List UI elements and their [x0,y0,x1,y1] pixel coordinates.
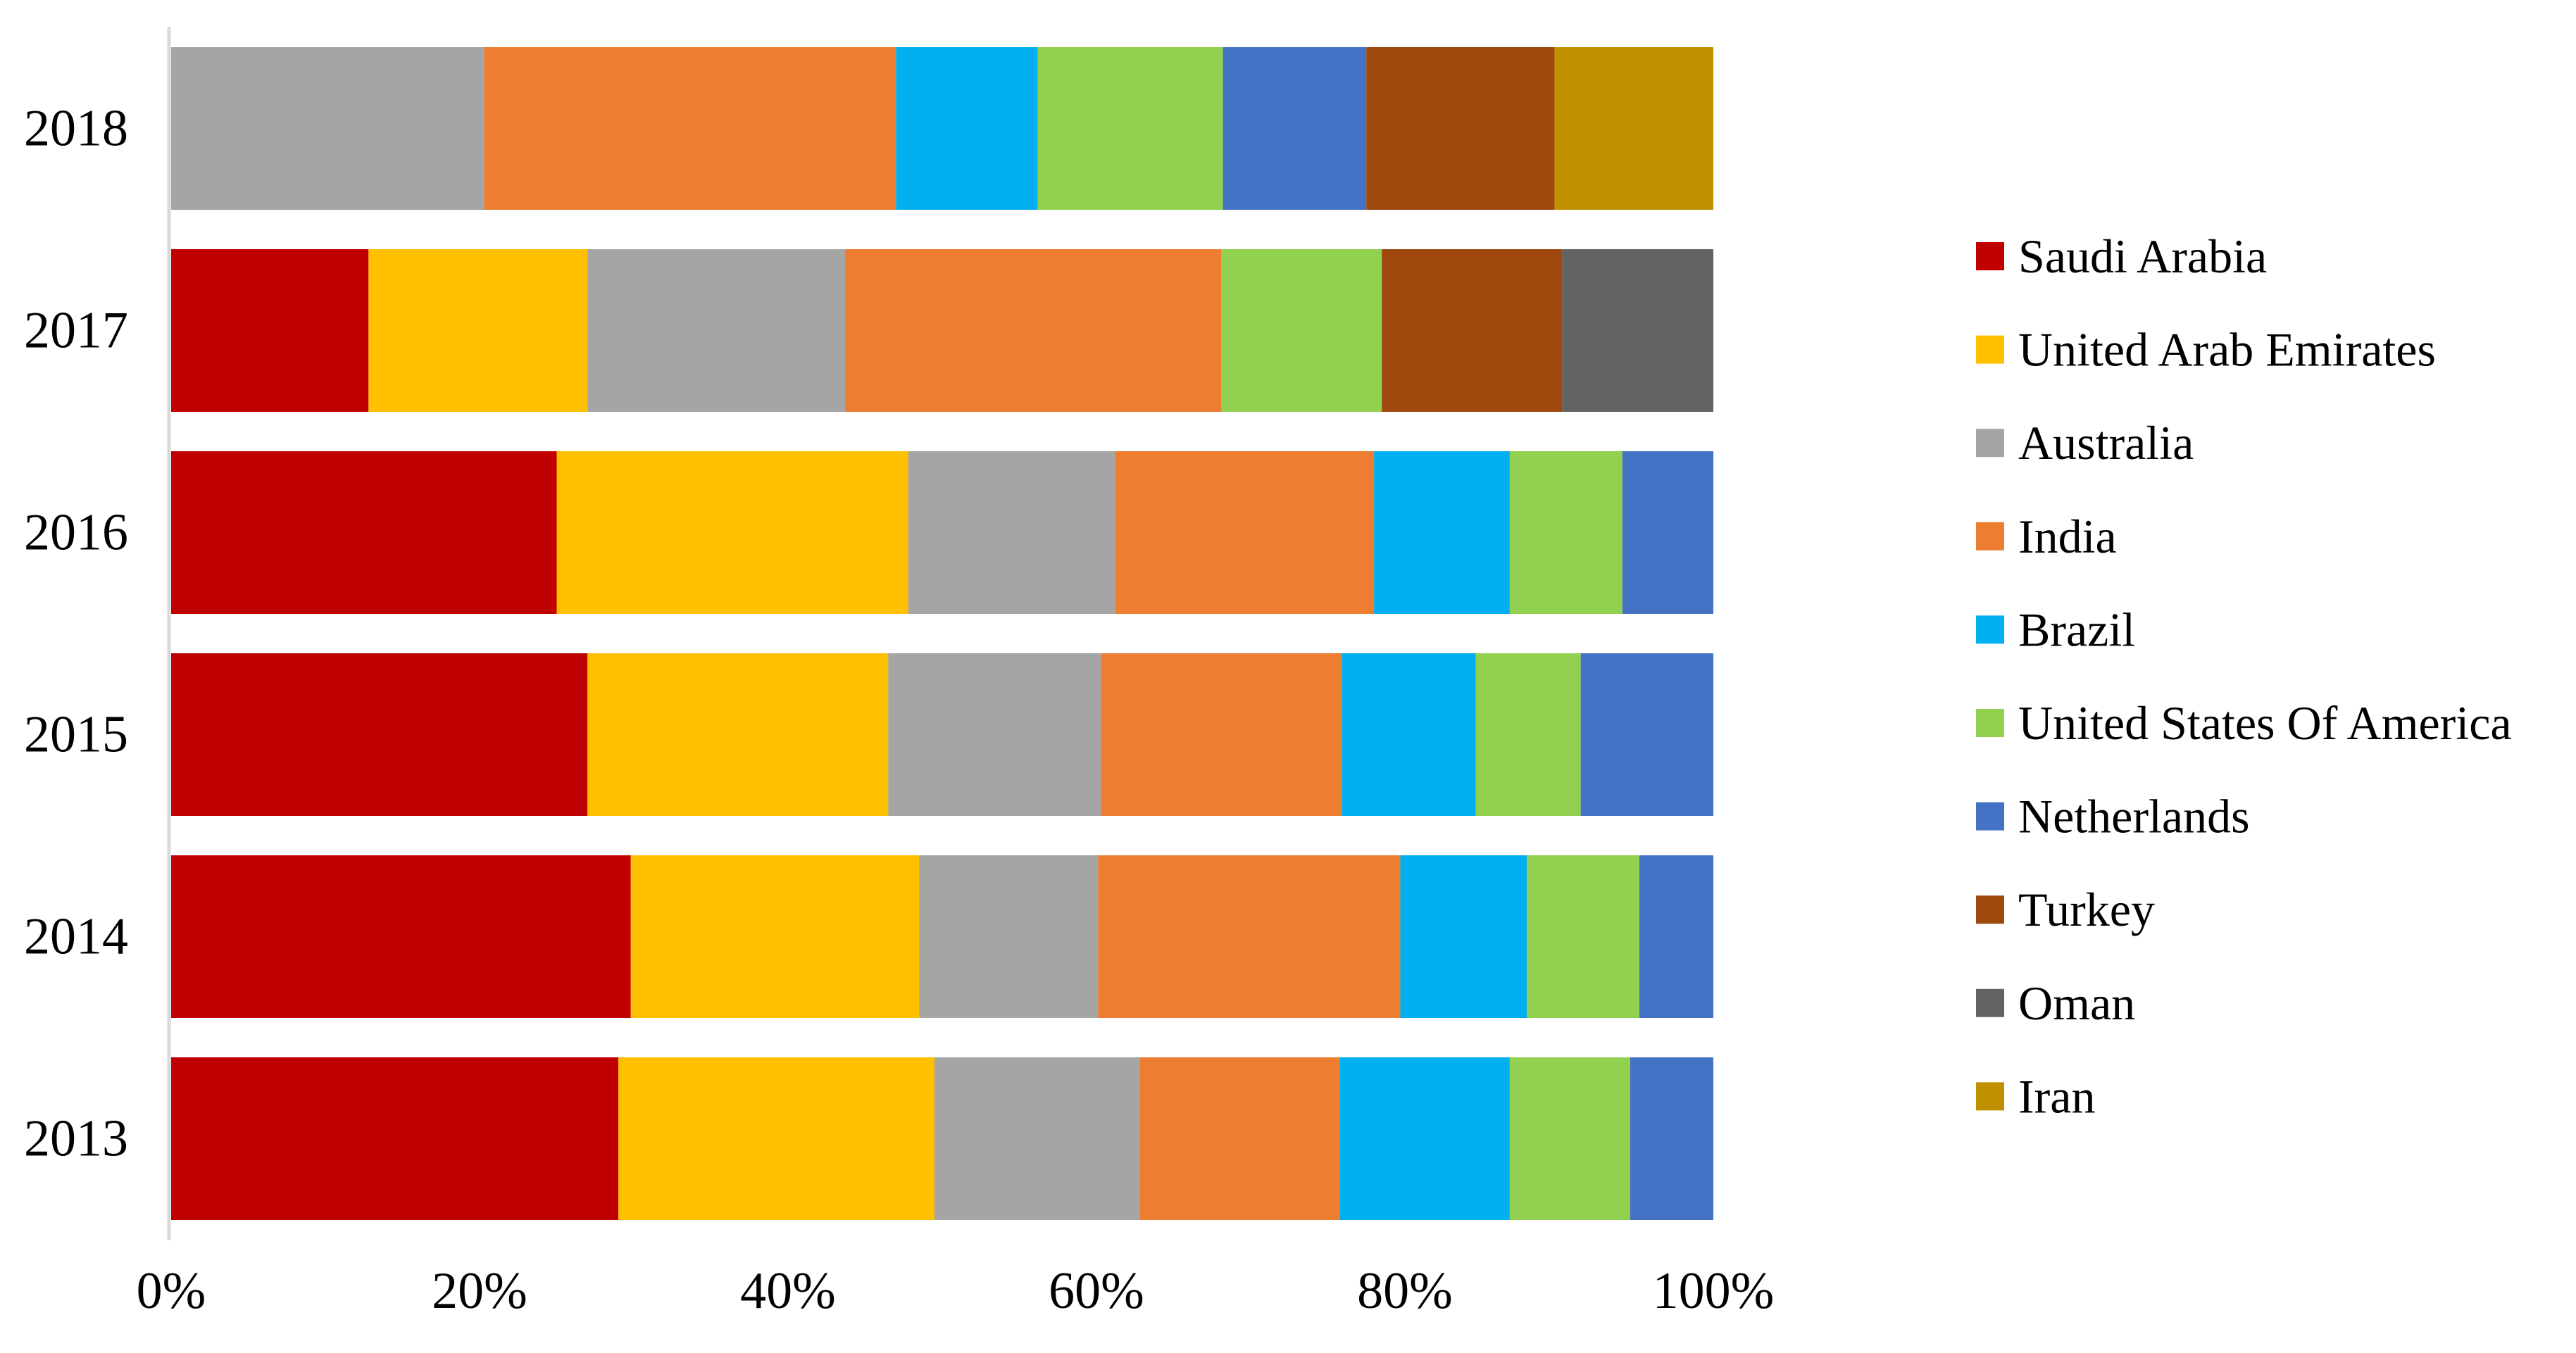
legend-item: United Arab Emirates [1976,323,2436,377]
bar-segment-2014-australia [919,855,1099,1018]
legend-swatch [1976,615,2004,644]
x-tick-label: 20% [432,1262,527,1320]
bar-segment-2018-brazil [896,47,1038,210]
bar-segment-2016-netherlands [1622,451,1713,614]
legend-label: Oman [2018,976,2135,1030]
legend: Saudi Arabia United Arab Emirates Australi… [1976,229,2512,1123]
legend-label: Iran [2018,1069,2095,1123]
bar-segment-2017-turkey [1382,249,1563,412]
category-label: 2015 [24,706,128,764]
legend-label: Australia [2018,416,2194,470]
legend-item: Iran [1976,1069,2095,1123]
legend-item: Australia [1976,416,2194,470]
category-label: 2013 [24,1110,128,1168]
legend-swatch [1976,709,2004,737]
bar-segment-2015-united-states-of-america [1475,653,1581,816]
bar-segment-2014-india [1098,855,1401,1018]
bar-segment-2015-saudi-arabia [171,653,588,816]
legend-label: India [2018,510,2117,563]
bar-segment-2014-united-arab-emirates [630,855,920,1018]
bar-segment-2014-united-states-of-america [1527,855,1639,1018]
legend-swatch [1976,522,2004,550]
x-tick-label: 80% [1357,1262,1453,1320]
bar-segment-2016-australia [908,451,1115,614]
legend-item: Oman [1976,976,2135,1030]
bar-segment-2018-iran [1554,47,1713,210]
bars-layer [171,47,1713,1220]
legend-label: United States Of America [2018,696,2512,750]
bar-segment-2016-united-arab-emirates [556,451,908,614]
bar-segment-2013-netherlands [1630,1057,1713,1220]
bar-segment-2015-australia [888,653,1101,816]
x-tick-label: 60% [1049,1262,1144,1320]
legend-swatch [1976,335,2004,364]
bar-segment-2017-australia [587,249,846,412]
bar-segment-2013-india [1139,1057,1341,1220]
legend-item: United States Of America [1976,696,2512,750]
legend-swatch [1976,988,2004,1017]
x-tick-label: 40% [740,1262,836,1320]
category-label: 2016 [24,504,128,562]
category-labels: 2018 2017 2016 2015 2014 2013 [24,100,128,1168]
bar-segment-2017-united-states-of-america [1221,249,1382,412]
bar-segment-2014-saudi-arabia [171,855,631,1018]
legend-label: United Arab Emirates [2018,323,2436,377]
bar-segment-2018-turkey [1366,47,1555,210]
bar-segment-2017-saudi-arabia [171,249,369,412]
bar-segment-2017-united-arab-emirates [368,249,588,412]
category-label: 2017 [24,302,128,360]
bar-segment-2018-india [484,47,896,210]
bar-segment-2018-united-states-of-america [1037,47,1223,210]
bar-segment-2016-united-states-of-america [1509,451,1622,614]
bar-segment-2013-brazil [1340,1057,1510,1220]
x-tick-labels: 0% 20% 40% 60% 80% 100% [137,1262,1775,1320]
bar-segment-2018-australia [171,47,484,210]
legend-swatch [1976,1082,2004,1111]
legend-label: Netherlands [2018,790,2250,843]
bar-segment-2016-brazil [1374,451,1510,614]
legend-item: India [1976,510,2117,563]
legend-item: Turkey [1976,883,2155,936]
bar-segment-2014-netherlands [1639,855,1713,1018]
bar-segment-2017-oman [1562,249,1713,412]
bar-segment-2015-netherlands [1580,653,1713,816]
category-label: 2014 [24,908,128,966]
bar-segment-2016-saudi-arabia [171,451,557,614]
legend-label: Saudi Arabia [2018,229,2267,283]
bar-segment-2016-india [1115,451,1375,614]
x-tick-label: 100% [1653,1262,1775,1320]
bar-segment-2014-brazil [1400,855,1527,1018]
bar-segment-2013-australia [934,1057,1140,1220]
bar-segment-2017-india [845,249,1222,412]
category-label: 2018 [24,100,128,158]
legend-swatch [1976,895,2004,924]
x-tick-label: 0% [137,1262,206,1320]
legend-label: Brazil [2018,603,2135,656]
bar-segment-2015-united-arab-emirates [587,653,889,816]
legend-item: Saudi Arabia [1976,229,2267,283]
legend-label: Turkey [2018,883,2155,936]
legend-swatch [1976,802,2004,831]
bar-segment-2015-india [1101,653,1342,816]
bar-segment-2013-saudi-arabia [171,1057,619,1220]
legend-swatch [1976,429,2004,458]
bar-segment-2018-netherlands [1223,47,1367,210]
legend-item: Netherlands [1976,790,2250,843]
bar-segment-2013-united-arab-emirates [618,1057,935,1220]
legend-swatch [1976,242,2004,270]
bar-segment-2013-united-states-of-america [1509,1057,1630,1220]
legend-item: Brazil [1976,603,2135,656]
bar-segment-2015-brazil [1342,653,1476,816]
